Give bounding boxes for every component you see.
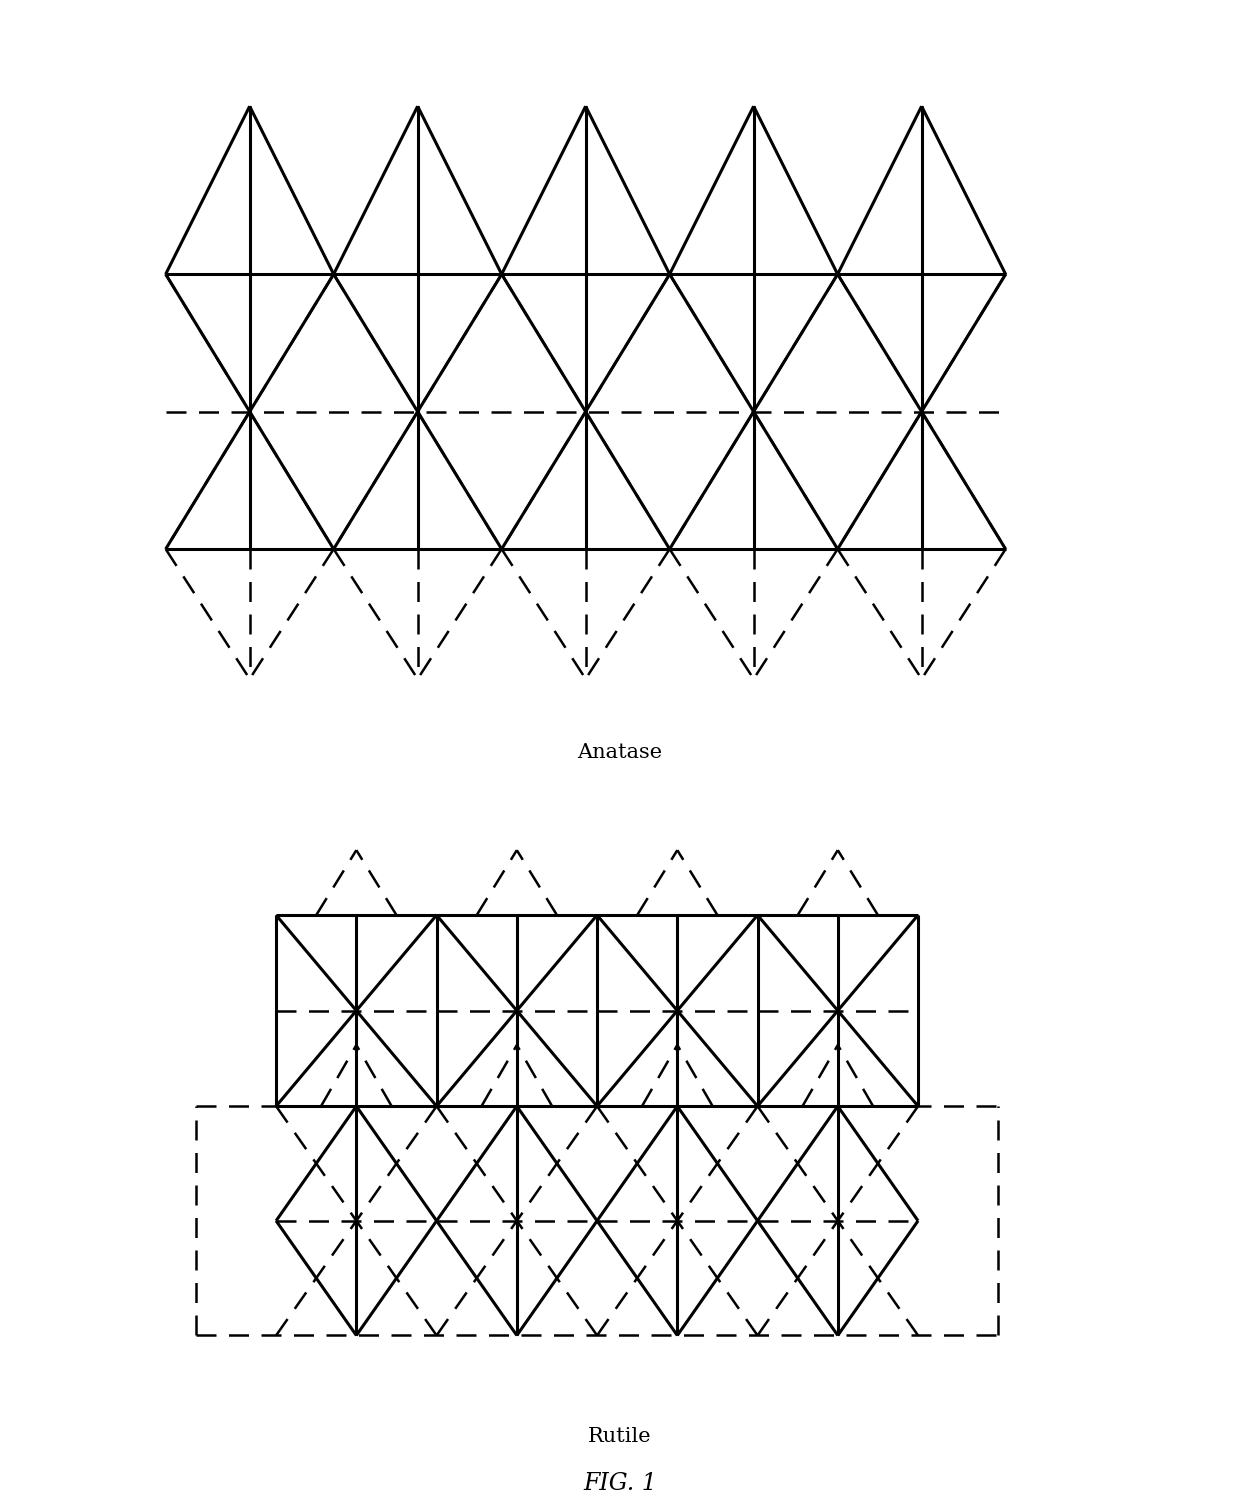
Text: FIG. 1: FIG. 1 xyxy=(583,1472,657,1495)
Text: Rutile: Rutile xyxy=(588,1427,652,1447)
Text: Anatase: Anatase xyxy=(578,743,662,763)
